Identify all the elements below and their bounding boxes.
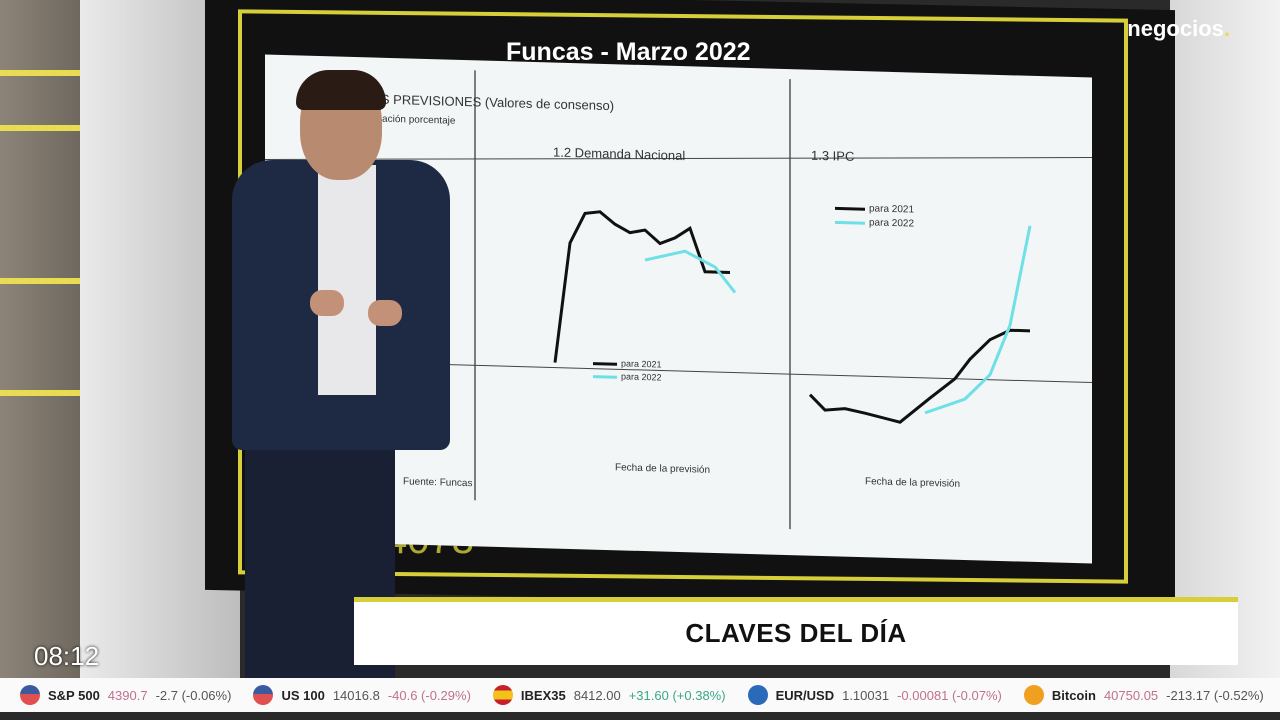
- source-note: Fuente: Funcas: [403, 476, 473, 490]
- ticker-item: S&P 500 4390.7 -2.7 (-0.06%): [20, 685, 231, 705]
- legend-2021: para 2021: [621, 358, 662, 370]
- series-2022-line: [644, 249, 737, 294]
- bitcoin-icon: [1023, 685, 1044, 705]
- ticker-item: EUR/USD 1.10031 -0.00081 (-0.07%): [747, 685, 1002, 705]
- series-2021-line: [808, 328, 1030, 424]
- ticker-item: US 100 14016.8 -40.6 (-0.29%): [253, 685, 471, 705]
- euro-icon: [747, 685, 768, 705]
- decor-stripe: [0, 70, 80, 76]
- legend-2021: para 2021: [869, 203, 915, 216]
- grid-line: [265, 157, 1092, 160]
- presenter-hair: [296, 70, 386, 110]
- series-2021-line: [553, 210, 730, 363]
- clock: 08:12: [34, 641, 100, 671]
- us-flag-icon: [253, 685, 274, 705]
- spain-flag-icon: [492, 685, 513, 705]
- lower-third: CLAVES DEL DÍA: [354, 597, 1238, 665]
- chart3-title: 1.3 IPC: [811, 147, 855, 164]
- decor-stripe: [0, 390, 80, 396]
- presenter-shirt: [318, 165, 376, 395]
- studio-wall-right: [1170, 0, 1280, 680]
- ticker-item: IBEX35 8412.00 +31.60 (+0.38%): [492, 685, 726, 705]
- lower-third-title: CLAVES DEL DÍA: [685, 618, 907, 648]
- legend-2022: para 2022: [869, 217, 915, 230]
- ticker-item: Bitcoin 40750.05 -213.17 (-0.52%): [1023, 685, 1264, 705]
- presenter-hand: [310, 290, 344, 316]
- us-flag-icon: [20, 685, 40, 705]
- market-ticker: S&P 500 4390.7 -2.7 (-0.06%) US 100 14016.8…: [0, 678, 1280, 712]
- decor-stripe: [0, 278, 80, 284]
- series-2022-line: [924, 225, 1032, 415]
- chart-lines: [265, 70, 1092, 530]
- decor-stripe: [0, 125, 80, 131]
- chart-panel: LAS PREVISIONES (Valores de consenso) Va…: [265, 54, 1092, 564]
- legend-2022: para 2022: [621, 371, 662, 383]
- channel-logo: negocios.: [1127, 16, 1230, 41]
- presenter-hand: [368, 300, 402, 326]
